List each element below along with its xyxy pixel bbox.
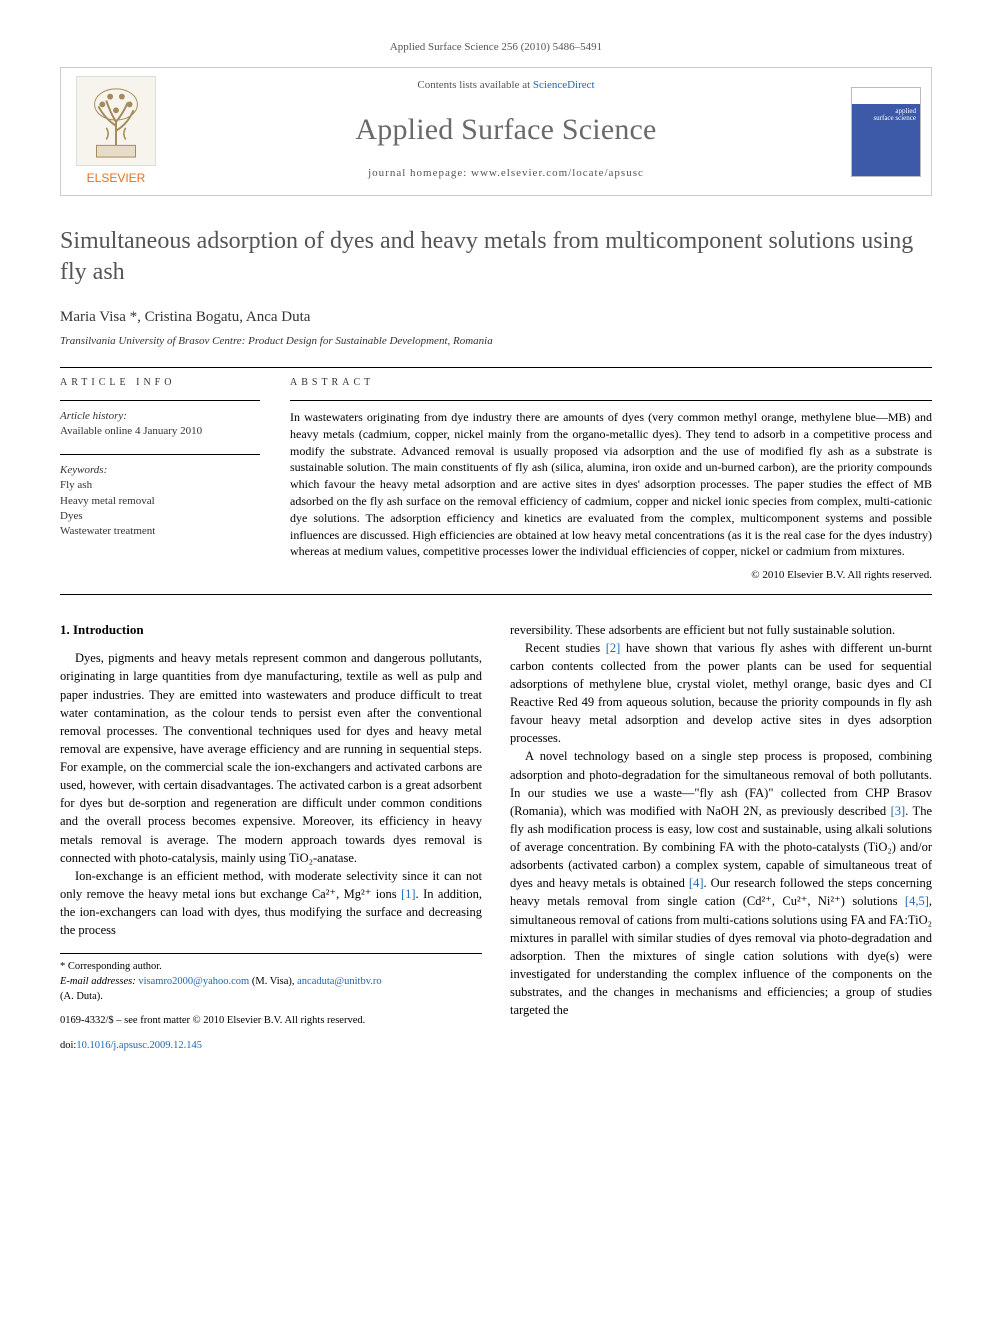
divider [60,367,932,368]
divider [290,400,932,401]
ref-link[interactable]: [4] [689,876,704,890]
email-who: (A. Duta). [60,990,482,1005]
doi-label: doi: [60,1040,76,1051]
divider [60,594,932,595]
para-text: A novel technology based on a single ste… [510,749,932,817]
keyword: Dyes [60,509,260,524]
article-info-head: ARTICLE INFO [60,376,260,390]
cover-label-2: surface science [873,114,916,122]
abstract-head: ABSTRACT [290,376,932,390]
journal-header: ELSEVIER Contents lists available at Sci… [60,67,932,196]
footnotes: * Corresponding author. E-mail addresses… [60,953,482,1004]
email-link[interactable]: visamro2000@yahoo.com [138,976,249,987]
contents-prefix: Contents lists available at [417,79,532,91]
contents-available: Contents lists available at ScienceDirec… [181,78,831,93]
email-who: (M. Visa), [249,976,297,987]
running-head: Applied Surface Science 256 (2010) 5486–… [60,40,932,55]
authors: Maria Visa *, Cristina Bogatu, Anca Duta [60,307,932,328]
article-title: Simultaneous adsorption of dyes and heav… [60,226,932,288]
journal-homepage: journal homepage: www.elsevier.com/locat… [181,166,831,181]
ref-link[interactable]: [2] [606,641,621,655]
column-left: 1. Introduction Dyes, pigments and heavy… [60,621,482,1054]
email-label: E-mail addresses: [60,976,138,987]
body-para: A novel technology based on a single ste… [510,747,932,1019]
history-head: Article history: [60,409,260,424]
journal-title: Applied Surface Science [181,109,831,151]
affiliation: Transilvania University of Brasov Centre… [60,334,932,349]
body-para: Dyes, pigments and heavy metals represen… [60,649,482,867]
keyword: Fly ash [60,478,260,493]
email-line: E-mail addresses: visamro2000@yahoo.com … [60,975,482,990]
body-columns: 1. Introduction Dyes, pigments and heavy… [60,621,932,1054]
keywords-head: Keywords: [60,463,260,478]
doi-link[interactable]: 10.1016/j.apsusc.2009.12.145 [76,1040,202,1051]
email-link[interactable]: ancaduta@unitbv.ro [297,976,382,987]
sciencedirect-link[interactable]: ScienceDirect [533,79,595,91]
para-text: Recent studies [525,641,606,655]
divider [60,400,260,401]
ref-link[interactable]: [4,5] [905,894,929,908]
doi-line: doi:10.1016/j.apsusc.2009.12.145 [60,1039,482,1054]
corresponding-author: * Corresponding author. [60,960,482,975]
journal-cover-thumb: applied surface science [851,87,921,177]
copyright: © 2010 Elsevier B.V. All rights reserved… [290,568,932,583]
homepage-url: www.elsevier.com/locate/apsusc [471,167,644,179]
elsevier-logo [76,76,156,166]
para-text: have shown that various fly ashes with d… [510,641,932,746]
homepage-prefix: journal homepage: [368,167,471,179]
ref-link[interactable]: [1] [401,887,416,901]
keyword: Wastewater treatment [60,524,260,539]
column-right: reversibility. These adsorbents are effi… [510,621,932,1054]
body-para: Recent studies [2] have shown that vario… [510,639,932,748]
intro-heading: 1. Introduction [60,621,482,640]
body-para: Ion-exchange is an efficient method, wit… [60,867,482,940]
article-history: Article history: Available online 4 Janu… [60,409,260,440]
keyword: Heavy metal removal [60,494,260,509]
front-matter: 0169-4332/$ – see front matter © 2010 El… [60,1014,482,1029]
ref-link[interactable]: [3] [891,804,906,818]
keywords-block: Keywords: Fly ash Heavy metal removal Dy… [60,463,260,540]
para-text: , simultaneous removal of cations from m… [510,894,932,1017]
abstract-text: In wastewaters originating from dye indu… [290,409,932,560]
divider [60,454,260,455]
publisher-name: ELSEVIER [87,170,146,187]
publisher-block: ELSEVIER [61,68,171,195]
history-line: Available online 4 January 2010 [60,424,260,439]
body-para: reversibility. These adsorbents are effi… [510,621,932,639]
